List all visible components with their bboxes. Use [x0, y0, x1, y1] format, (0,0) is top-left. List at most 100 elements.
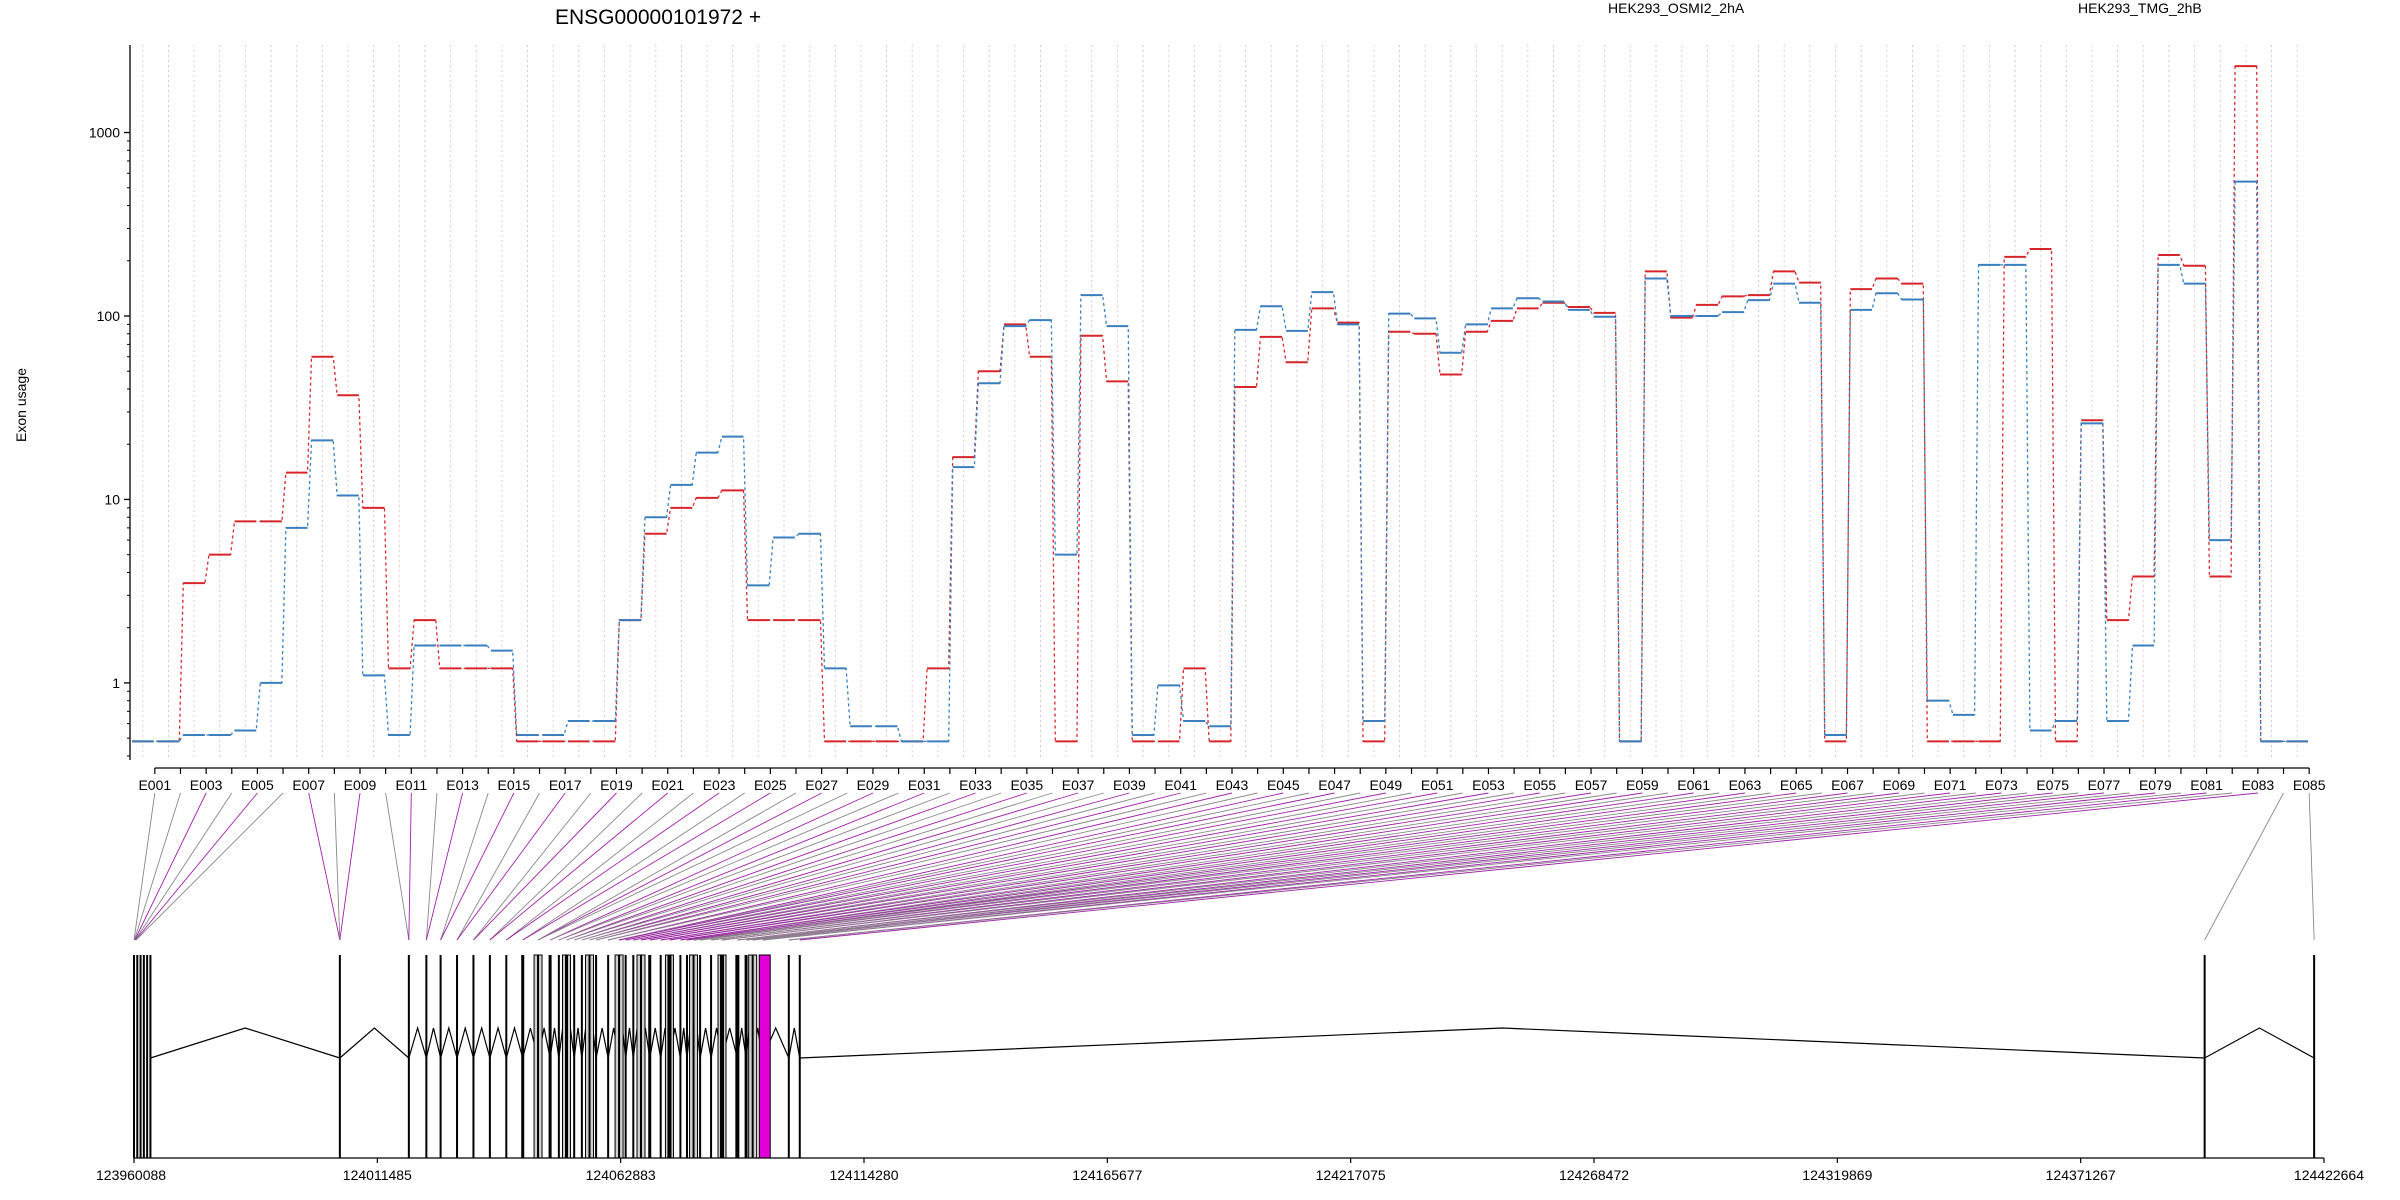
genomic-tick-label: 124422664 — [2294, 1167, 2364, 1183]
intron — [788, 1027, 801, 1059]
connector-line — [618, 792, 1310, 941]
exon — [2313, 955, 2316, 1158]
intron — [150, 1027, 341, 1059]
x-tick-label: E039 — [1113, 777, 1146, 793]
connector-line — [625, 792, 1386, 941]
exon — [488, 955, 491, 1158]
connector-line — [721, 792, 1976, 941]
exon — [557, 955, 560, 1158]
exon — [139, 955, 142, 1158]
x-tick-label: E031 — [908, 777, 941, 793]
x-tick-label: E019 — [600, 777, 633, 793]
series-tmg — [132, 180, 2308, 743]
exon — [639, 955, 642, 1158]
x-tick-label: E075 — [2036, 777, 2069, 793]
intron — [679, 1027, 688, 1059]
x-tick-label: E059 — [1626, 777, 1659, 793]
connector-line — [385, 792, 410, 941]
x-tick-label: E057 — [1575, 777, 1608, 793]
connector-line — [456, 792, 566, 941]
connector-line — [581, 792, 1079, 941]
gene-model — [133, 954, 2316, 1159]
x-tick-label: E007 — [292, 777, 325, 793]
genomic-tick-label: 124319869 — [1802, 1167, 1872, 1183]
connector-line — [339, 792, 361, 941]
exon — [133, 955, 135, 1158]
y-tick-label: 100 — [97, 308, 121, 324]
connector-line — [737, 792, 2002, 941]
connector-line — [558, 792, 925, 941]
exon — [699, 955, 702, 1158]
genomic-tick-label: 124371267 — [2046, 1167, 2116, 1183]
connector-line — [640, 792, 1463, 941]
connector-line — [746, 792, 2053, 941]
connector-line — [660, 792, 1592, 941]
connector-line — [680, 792, 1694, 941]
genomic-tick-label: 124165677 — [1072, 1167, 1142, 1183]
x-tick-label: E005 — [241, 777, 274, 793]
legend-entry-tmg: HEK293_TMG_2hB — [2078, 0, 2202, 16]
connector-line — [2308, 792, 2315, 941]
connector-line — [537, 792, 797, 941]
connector-line — [752, 792, 2105, 941]
exon — [624, 955, 627, 1158]
exon — [548, 955, 552, 1158]
connector-line — [788, 792, 2233, 941]
genomic-tick-label: 124268472 — [1559, 1167, 1629, 1183]
connector-line — [522, 792, 745, 941]
exon — [744, 955, 748, 1158]
intron — [625, 1027, 634, 1059]
x-tick-label: E013 — [446, 777, 479, 793]
gridlines — [142, 45, 2298, 760]
connector-line — [506, 792, 720, 941]
intron — [440, 1025, 458, 1059]
exon — [456, 955, 459, 1158]
exon — [565, 955, 569, 1158]
genomic-axis: 123960088 124011485 124062883 124114280 1241… — [96, 1157, 2364, 1183]
x-tick-label: E077 — [2088, 777, 2121, 793]
x-tick-label: E015 — [498, 777, 531, 793]
x-tick-label: E065 — [1780, 777, 1813, 793]
connector-line — [2204, 792, 2284, 941]
exon — [136, 955, 139, 1158]
connector-line — [537, 792, 822, 941]
x-tick-label: E021 — [651, 777, 684, 793]
intron — [456, 1025, 475, 1059]
exon — [787, 955, 790, 1158]
y-axis: 1 10 100 1000 — [89, 45, 131, 760]
exon — [521, 955, 525, 1158]
exon — [618, 955, 621, 1158]
connector-line — [686, 792, 1746, 941]
intron — [573, 1027, 583, 1059]
x-axis: E001 E003 E005 E007 E009 E011 E013 E015 E017 E019… — [138, 767, 2326, 793]
exon — [142, 955, 145, 1158]
exon — [472, 955, 475, 1158]
genomic-tick-label: 124011485 — [343, 1167, 412, 1183]
y-axis-label: Exon usage — [13, 368, 29, 442]
connector-line — [506, 792, 694, 941]
exon — [751, 955, 754, 1158]
exon — [407, 955, 410, 1158]
connector-line — [640, 792, 1489, 941]
intron — [799, 1027, 2205, 1059]
connector-line — [440, 792, 489, 941]
x-tick-label: E009 — [344, 777, 377, 793]
connector-line — [549, 792, 874, 941]
x-tick-label: E073 — [1985, 777, 2018, 793]
x-tick-label: E053 — [1472, 777, 1505, 793]
connector-line — [566, 792, 976, 941]
x-tick-label: E043 — [1216, 777, 1249, 793]
connector-line — [711, 792, 1899, 941]
connector-line — [633, 792, 1412, 941]
exon — [149, 955, 152, 1158]
connector-line — [489, 792, 643, 941]
connector-line — [693, 792, 1771, 941]
connector-line — [799, 792, 2258, 941]
connector-line — [456, 792, 540, 941]
genomic-tick-label: 124217075 — [1316, 1167, 1386, 1183]
intron — [408, 1025, 427, 1059]
x-tick-label: E011 — [395, 777, 427, 793]
legend-entry-osmi2: HEK293_OSMI2_2hA — [1608, 0, 1745, 16]
x-tick-label: E085 — [2293, 777, 2326, 793]
x-tick-label: E001 — [138, 777, 171, 793]
